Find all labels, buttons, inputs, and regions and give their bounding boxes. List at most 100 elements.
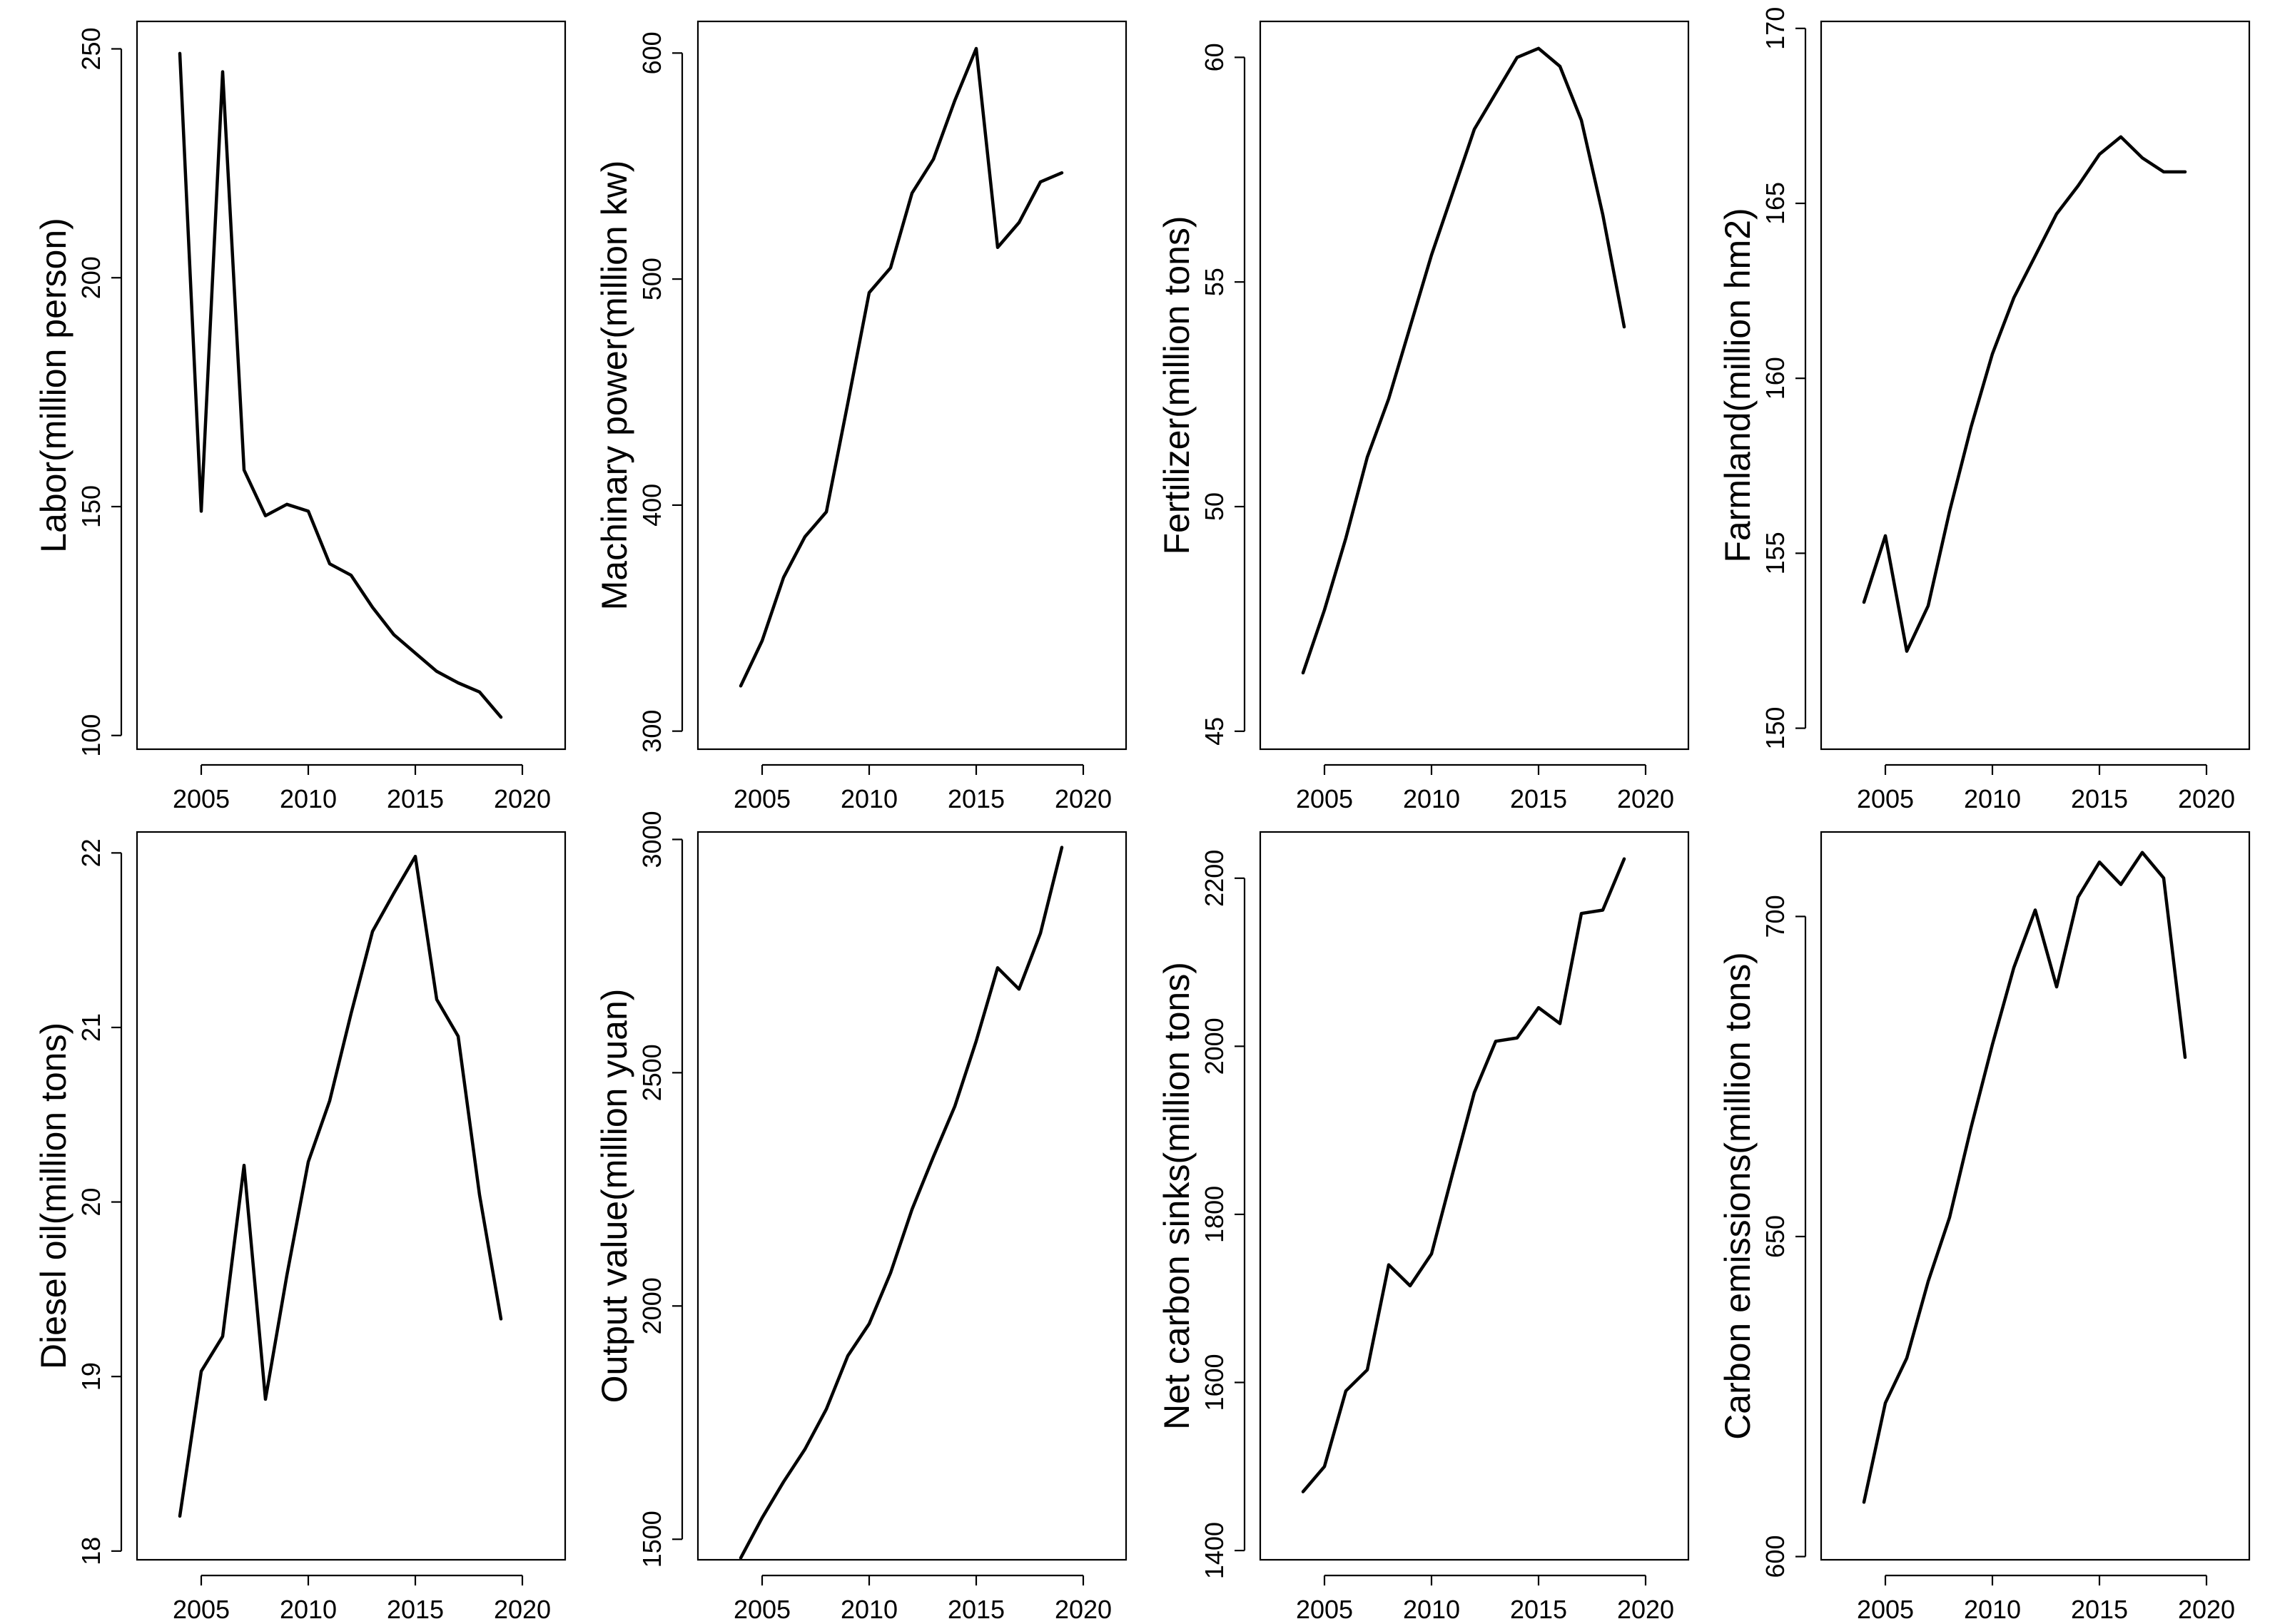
y-tick-label: 155 — [1760, 532, 1790, 574]
x-tick-label: 2005 — [1857, 784, 1914, 813]
panel-2: 2005 2010 2015 2020 300 400 500 600 Machinary po… — [594, 20, 1128, 813]
y-tick-label: 19 — [76, 1362, 106, 1391]
y-tick-label: 45 — [1200, 717, 1229, 746]
y-tick-label: 300 — [637, 710, 667, 753]
y-tick-label: 50 — [1200, 492, 1229, 521]
x-tick-label: 2015 — [2071, 1595, 2128, 1624]
y-tick-label: 500 — [637, 258, 667, 300]
x-tick-label: 2010 — [1403, 1595, 1460, 1624]
x-tick-label: 2005 — [1296, 784, 1353, 813]
x-tick-label: 2020 — [1055, 1595, 1112, 1624]
x-tick-label: 2015 — [2071, 784, 2128, 813]
y-axis-title: Output value(million yuan) — [594, 989, 634, 1404]
plot-frame — [1259, 20, 1690, 751]
y-tick-label: 60 — [1200, 43, 1229, 71]
y-tick-label: 18 — [76, 1537, 106, 1565]
plot-frame — [1259, 831, 1690, 1561]
x-tick-label: 2020 — [2178, 784, 2235, 813]
panel-1: 2005 2010 2015 2020 100 150 200 250 Labor(millio… — [34, 20, 567, 813]
x-tick-label: 2020 — [494, 1595, 551, 1624]
y-tick-label: 160 — [1760, 357, 1790, 400]
y-axis-title: Diesel oil(million tons) — [34, 1022, 74, 1369]
x-tick-label: 2015 — [1510, 784, 1567, 813]
series-line — [739, 46, 1064, 688]
x-tick-label: 2020 — [494, 784, 551, 813]
x-tick-label: 2020 — [1617, 784, 1674, 813]
y-tick-label: 150 — [1760, 707, 1790, 750]
y-tick-label: 21 — [76, 1013, 106, 1042]
x-tick-label: 2020 — [1617, 1595, 1674, 1624]
x-tick-label: 2005 — [173, 1595, 230, 1624]
y-tick-label: 22 — [76, 838, 106, 867]
x-tick-label: 2005 — [1857, 1595, 1914, 1624]
y-tick-label: 150 — [76, 485, 106, 528]
y-tick-label: 1800 — [1200, 1186, 1229, 1243]
series-line — [1862, 135, 2187, 653]
plot-frame — [1820, 831, 2251, 1561]
x-tick-label: 2010 — [1403, 784, 1460, 813]
y-tick-label: 400 — [637, 484, 667, 527]
y-tick-label: 2000 — [637, 1277, 667, 1334]
plot-frame — [136, 20, 567, 751]
y-tick-label: 2200 — [1200, 850, 1229, 907]
y-tick-label: 3000 — [637, 811, 667, 868]
x-tick-label: 2010 — [841, 784, 898, 813]
y-tick-label: 55 — [1200, 268, 1229, 296]
y-axis-title: Net carbon sinks(million tons) — [1157, 962, 1197, 1430]
y-tick-label: 600 — [1760, 1535, 1790, 1578]
x-tick-label: 2005 — [1296, 1595, 1353, 1624]
panel-7: 2005 2010 2015 2020 1400 1600 1800 2000 2200 Net … — [1157, 831, 1690, 1624]
x-tick-label: 2010 — [841, 1595, 898, 1624]
panel-3: 2005 2010 2015 2020 45 50 55 60 Fertilizer(milli… — [1157, 20, 1690, 813]
y-tick-label: 650 — [1760, 1215, 1790, 1258]
y-axis-title: Fertilizer(million tons) — [1157, 215, 1197, 554]
y-tick-label: 100 — [76, 714, 106, 757]
x-tick-label: 2015 — [387, 784, 444, 813]
x-tick-label: 2005 — [734, 784, 791, 813]
series-line — [178, 854, 503, 1518]
x-tick-label: 2010 — [1964, 1595, 2021, 1624]
x-tick-label: 2005 — [173, 784, 230, 813]
panel-4: 2005 2010 2015 2020 150 155 160 165 170 Farmland(… — [1718, 7, 2251, 813]
x-tick-label: 2020 — [2178, 1595, 2235, 1624]
panel-5: 2005 2010 2015 2020 18 19 20 21 22 Diesel oil(mil… — [34, 831, 567, 1624]
plot-frame — [696, 20, 1128, 751]
y-tick-label: 1400 — [1200, 1522, 1229, 1579]
y-tick-label: 2000 — [1200, 1017, 1229, 1075]
y-axis-title: Machinary power(million kw) — [594, 161, 634, 611]
y-axis-title: Carbon emissions(million tons) — [1718, 952, 1758, 1440]
series-line — [178, 51, 503, 719]
x-tick-label: 2015 — [1510, 1595, 1567, 1624]
y-tick-label: 2500 — [637, 1044, 667, 1101]
y-tick-label: 700 — [1760, 895, 1790, 938]
x-tick-label: 2015 — [948, 784, 1005, 813]
x-tick-label: 2010 — [280, 1595, 337, 1624]
y-tick-label: 165 — [1760, 182, 1790, 225]
series-line — [1862, 851, 2187, 1504]
y-tick-label: 200 — [76, 256, 106, 299]
plot-frame — [136, 831, 567, 1561]
panel-6: 2005 2010 2015 2020 1500 2000 2500 3000 Output v… — [594, 811, 1128, 1624]
x-tick-label: 2010 — [280, 784, 337, 813]
x-tick-label: 2005 — [734, 1595, 791, 1624]
y-axis-title: Labor(million person) — [34, 218, 74, 553]
y-axis-title: Farmland(million hm2) — [1718, 208, 1758, 562]
plot-frame — [1820, 20, 2251, 751]
x-tick-label: 2010 — [1964, 784, 2021, 813]
y-tick-label: 250 — [76, 27, 106, 70]
series-line — [1301, 46, 1626, 675]
y-tick-label: 170 — [1760, 7, 1790, 50]
y-tick-label: 600 — [637, 31, 667, 74]
y-tick-label: 1600 — [1200, 1354, 1229, 1411]
series-line — [1301, 857, 1626, 1493]
x-tick-label: 2015 — [948, 1595, 1005, 1624]
y-tick-label: 1500 — [637, 1511, 667, 1568]
plot-frame — [696, 831, 1128, 1561]
x-tick-label: 2020 — [1055, 784, 1112, 813]
series-line — [739, 846, 1064, 1560]
y-tick-label: 20 — [76, 1188, 106, 1217]
x-tick-label: 2015 — [387, 1595, 444, 1624]
